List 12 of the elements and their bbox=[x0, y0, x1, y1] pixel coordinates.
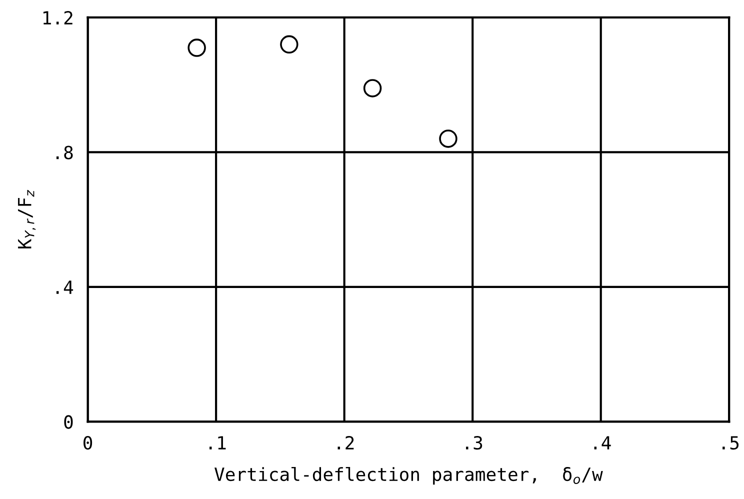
x-tick-label: .1 bbox=[210, 436, 226, 450]
y-tick-label: .4 bbox=[56, 280, 74, 294]
x-tick-label: .5 bbox=[722, 436, 739, 450]
x-tick-label: .2 bbox=[338, 436, 354, 450]
y-tick-label: 0 bbox=[64, 415, 73, 429]
y-tick-label: .8 bbox=[56, 146, 73, 160]
y-tick-label: 1.2 bbox=[43, 10, 72, 24]
x-tick-label: .3 bbox=[466, 436, 482, 450]
y-axis-title: K$_{Y,r}$/F$_{z}$ bbox=[18, 190, 36, 248]
x-tick-label: .4 bbox=[594, 436, 611, 450]
x-tick-label: 0 bbox=[84, 436, 92, 450]
x-axis-title: Vertical-deflection parameter, δ$_{o}$/w bbox=[214, 467, 603, 485]
